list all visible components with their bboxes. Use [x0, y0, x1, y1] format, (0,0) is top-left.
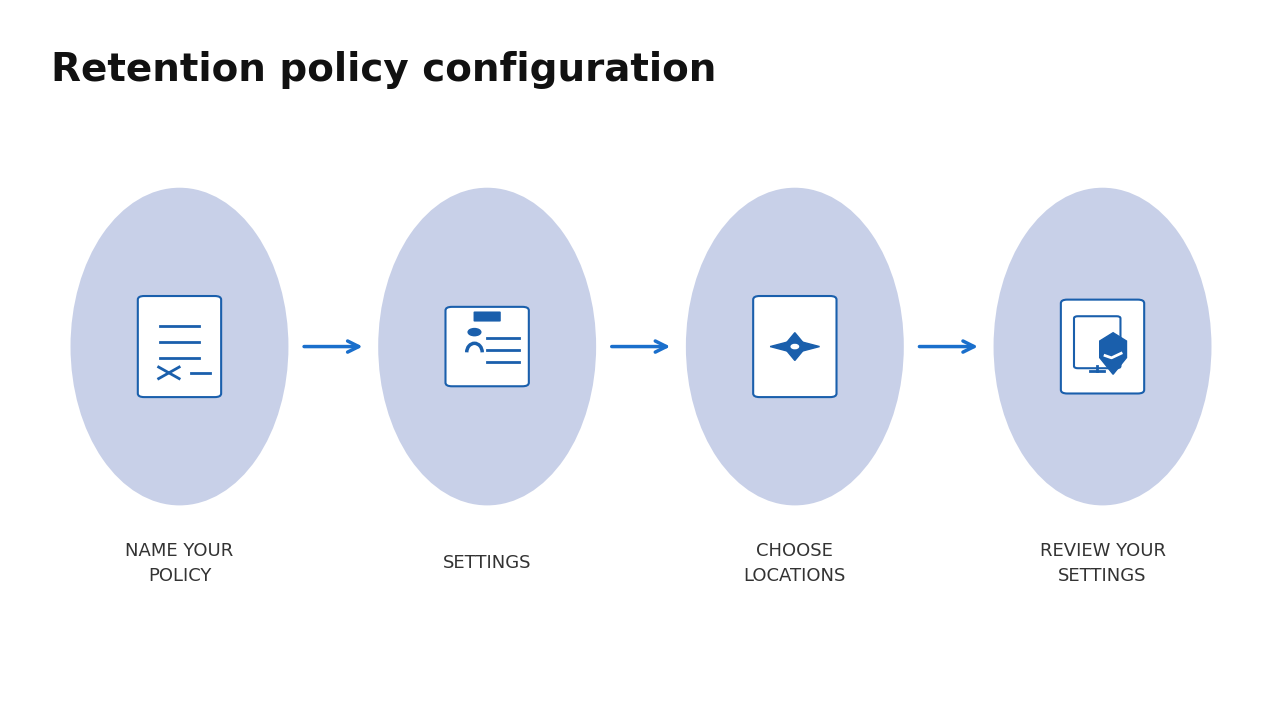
Circle shape [468, 329, 481, 336]
Polygon shape [1100, 333, 1127, 374]
FancyBboxPatch shape [1061, 300, 1145, 393]
FancyBboxPatch shape [754, 296, 837, 397]
FancyBboxPatch shape [446, 307, 528, 386]
Text: REVIEW YOUR
SETTINGS: REVIEW YOUR SETTINGS [1040, 542, 1165, 585]
Text: CHOOSE
LOCATIONS: CHOOSE LOCATIONS [744, 542, 846, 585]
FancyBboxPatch shape [473, 311, 501, 321]
FancyBboxPatch shape [138, 296, 222, 397]
Ellipse shape [378, 188, 596, 505]
Text: SETTINGS: SETTINGS [442, 554, 532, 572]
Circle shape [791, 344, 799, 349]
Polygon shape [795, 342, 819, 351]
Polygon shape [770, 342, 795, 351]
Text: Retention policy configuration: Retention policy configuration [51, 51, 717, 89]
Ellipse shape [994, 188, 1211, 505]
FancyBboxPatch shape [1074, 316, 1120, 368]
Polygon shape [787, 333, 803, 347]
Ellipse shape [71, 188, 288, 505]
Ellipse shape [686, 188, 904, 505]
Text: NAME YOUR
POLICY: NAME YOUR POLICY [126, 542, 233, 585]
Polygon shape [787, 347, 803, 360]
